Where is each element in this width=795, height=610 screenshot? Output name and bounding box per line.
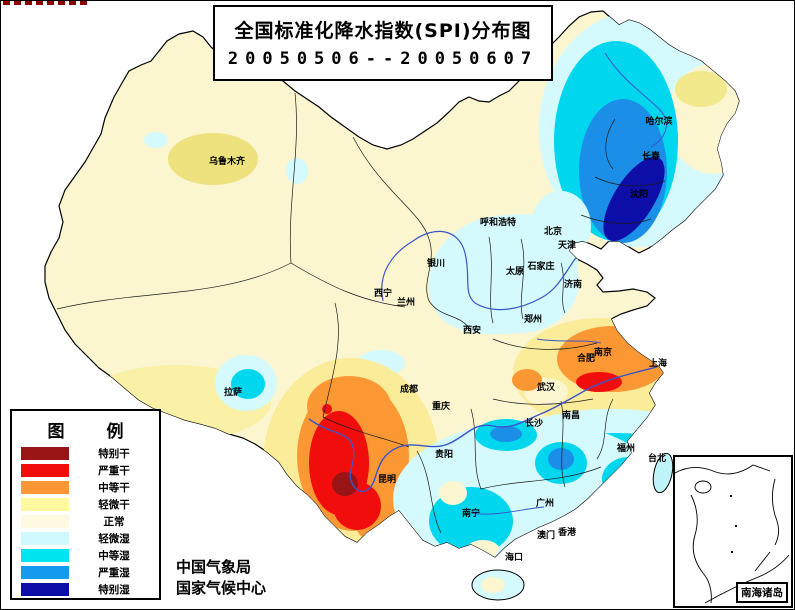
city-label: 北京 [543, 227, 563, 238]
city-label: 南宁 [461, 509, 481, 520]
city-label: 天津 [557, 241, 577, 252]
city-label: 成都 [399, 385, 419, 396]
city-label: 太原 [505, 267, 525, 278]
legend-color-swatch [21, 515, 69, 528]
city-label: 澳门 [536, 531, 556, 542]
legend-item-label: 特别湿 [98, 584, 130, 596]
legend-item-label: 中等干 [98, 482, 130, 494]
city-label: 长沙 [524, 419, 544, 430]
legend-item-label: 正常 [103, 516, 125, 528]
city-label: 台北 [647, 454, 667, 465]
city-label: 香港 [557, 528, 577, 539]
city-label: 乌鲁木齐 [208, 157, 246, 168]
attribution-agency: 中国气象局 [176, 558, 252, 576]
city-label: 广州 [535, 499, 555, 510]
legend-item-label: 轻微湿 [98, 533, 130, 545]
city-label: 郑州 [523, 315, 543, 326]
legend-item-label: 严重湿 [98, 567, 130, 579]
south-china-sea-inset: 南海诸岛 [673, 455, 793, 608]
legend-item: 特别湿 [21, 583, 159, 596]
hainan-center [481, 577, 505, 593]
city-label: 海口 [504, 553, 524, 564]
attribution: 中国气象局 国家气候中心 [176, 557, 266, 599]
legend-item-label: 特别干 [98, 448, 130, 460]
legend-item: 轻微干 [21, 498, 159, 511]
attribution-center: 国家气候中心 [176, 579, 267, 597]
legend-color-swatch [21, 498, 69, 511]
city-label: 南京 [593, 348, 613, 359]
city-label: 拉萨 [223, 388, 243, 399]
map-date-range: 20050506--20050607 [227, 49, 539, 69]
legend-box: 图 例 特别干 严重干 中等干 轻微干 正常 轻微湿 中等湿 严重湿 特别湿 [10, 409, 161, 600]
legend-item: 正常 [21, 515, 159, 528]
city-label: 福州 [616, 444, 636, 455]
city-label: 武汉 [536, 383, 556, 394]
city-label: 昆明 [377, 475, 397, 486]
city-label: 石家庄 [527, 262, 555, 273]
legend-color-swatch [21, 532, 69, 545]
legend-color-swatch [21, 464, 69, 477]
legend-item: 轻微湿 [21, 532, 159, 545]
inset-coastlines [675, 464, 790, 604]
legend-rows: 特别干 严重干 中等干 轻微干 正常 轻微湿 中等湿 严重湿 特别湿 [12, 447, 159, 596]
province-boundaries [56, 92, 666, 534]
city-label: 合肥 [576, 354, 596, 365]
city-label: 沈阳 [629, 190, 649, 201]
city-label: 西安 [462, 326, 482, 337]
inset-islands [730, 495, 737, 553]
legend-color-swatch [21, 583, 69, 596]
inset-label: 南海诸岛 [736, 582, 788, 603]
legend-item-label: 中等湿 [98, 550, 130, 562]
map-title: 全国标准化降水指数(SPI)分布图 [234, 20, 532, 42]
legend-item-label: 轻微干 [98, 499, 130, 511]
legend-color-swatch [21, 481, 69, 494]
city-label: 兰州 [396, 298, 416, 309]
legend-item: 特别干 [21, 447, 159, 460]
clipped-red-text-fragment [3, 1, 91, 5]
city-label: 长春 [641, 152, 661, 163]
legend-title: 图 例 [47, 422, 142, 442]
city-label: 重庆 [431, 402, 451, 413]
title-box: 全国标准化降水指数(SPI)分布图 20050506--20050607 [213, 5, 553, 81]
legend-color-swatch [21, 566, 69, 579]
legend-item: 严重干 [21, 464, 159, 477]
city-label: 南昌 [561, 411, 581, 422]
city-label: 济南 [563, 280, 583, 291]
city-label: 贵阳 [434, 450, 454, 461]
city-label: 西宁 [373, 289, 393, 300]
legend-color-swatch [21, 549, 69, 562]
city-label: 呼和浩特 [479, 218, 517, 229]
legend-color-swatch [21, 447, 69, 460]
city-label: 上海 [648, 359, 668, 370]
legend-item-label: 严重干 [98, 465, 130, 477]
legend-item: 中等湿 [21, 549, 159, 562]
city-label: 银川 [426, 259, 446, 270]
city-label: 哈尔滨 [645, 117, 673, 128]
taiwan-island [652, 452, 674, 494]
legend-item: 严重湿 [21, 566, 159, 579]
rivers [308, 52, 667, 515]
legend-item: 中等干 [21, 481, 159, 494]
